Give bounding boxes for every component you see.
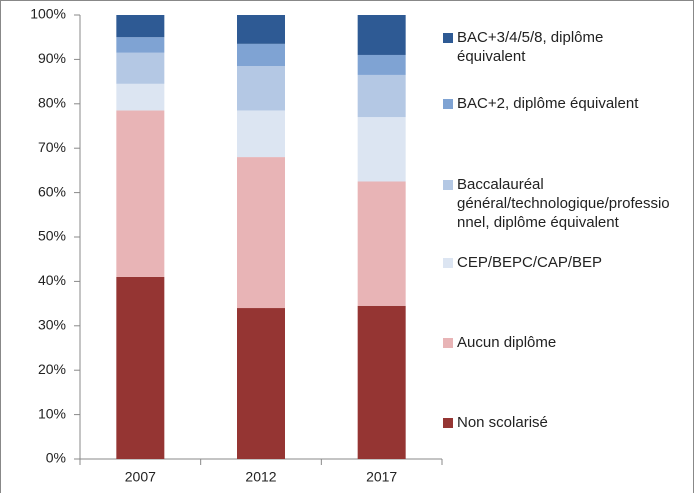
- y-tick-label: 60%: [38, 183, 66, 199]
- legend-label: CEP/BEPC/CAP/BEP: [457, 254, 603, 271]
- y-tick-label: 80%: [38, 95, 66, 111]
- bar-segment: [116, 83, 165, 111]
- legend-item: CEP/BEPC/CAP/BEP: [443, 253, 672, 272]
- legend-item: Non scolarisé: [443, 413, 672, 432]
- legend-item: Aucun diplôme: [443, 333, 672, 352]
- legend-swatch: [443, 258, 453, 268]
- bar-segment: [357, 117, 406, 182]
- bar-segment: [116, 276, 165, 459]
- legend-item: BAC+2, diplôme équivalent: [443, 94, 672, 113]
- legend-label: Aucun diplôme: [457, 334, 557, 351]
- legend-swatch: [443, 418, 453, 428]
- bar-segment: [237, 110, 285, 158]
- x-tick-label: 2007: [125, 469, 156, 485]
- legend-label: BAC+3/4/5/8, diplôme équivalent: [457, 29, 604, 65]
- bar-segment: [116, 52, 165, 84]
- bar-segment: [116, 15, 165, 38]
- bar-segment: [357, 54, 406, 75]
- legend-item: Baccalauréal général/technologique/profe…: [443, 175, 672, 232]
- y-tick-label: 20%: [38, 361, 66, 377]
- bar-segment: [357, 181, 406, 306]
- y-tick-label: 0%: [46, 450, 66, 466]
- legend-label: Baccalauréal général/technologique/profe…: [457, 176, 670, 231]
- legend-swatch: [443, 338, 453, 348]
- bar-segment: [116, 110, 165, 277]
- bar-segment: [237, 15, 285, 44]
- y-tick-label: 30%: [38, 317, 66, 333]
- y-tick-label: 70%: [38, 139, 66, 155]
- legend-label: BAC+2, diplôme équivalent: [457, 95, 639, 112]
- legend-item: BAC+3/4/5/8, diplôme équivalent: [443, 28, 672, 66]
- bar-segment: [237, 157, 285, 309]
- legend-label: Non scolarisé: [457, 414, 548, 431]
- y-tick-label: 40%: [38, 272, 66, 288]
- legend-swatch: [443, 33, 453, 43]
- bar-segment: [116, 37, 165, 53]
- y-tick-label: 90%: [38, 50, 66, 66]
- bar-segment: [357, 305, 406, 459]
- bar-segment: [237, 308, 285, 459]
- y-tick-label: 100%: [30, 6, 66, 22]
- y-tick-label: 10%: [38, 405, 66, 421]
- bar-segment: [357, 15, 406, 55]
- bar-segment: [237, 66, 285, 111]
- bar-segment: [237, 43, 285, 67]
- bar-segment: [357, 74, 406, 118]
- x-tick-label: 2012: [245, 469, 276, 485]
- x-tick-label: 2017: [366, 469, 397, 485]
- legend-swatch: [443, 99, 453, 109]
- y-tick-label: 50%: [38, 228, 66, 244]
- legend-swatch: [443, 180, 453, 190]
